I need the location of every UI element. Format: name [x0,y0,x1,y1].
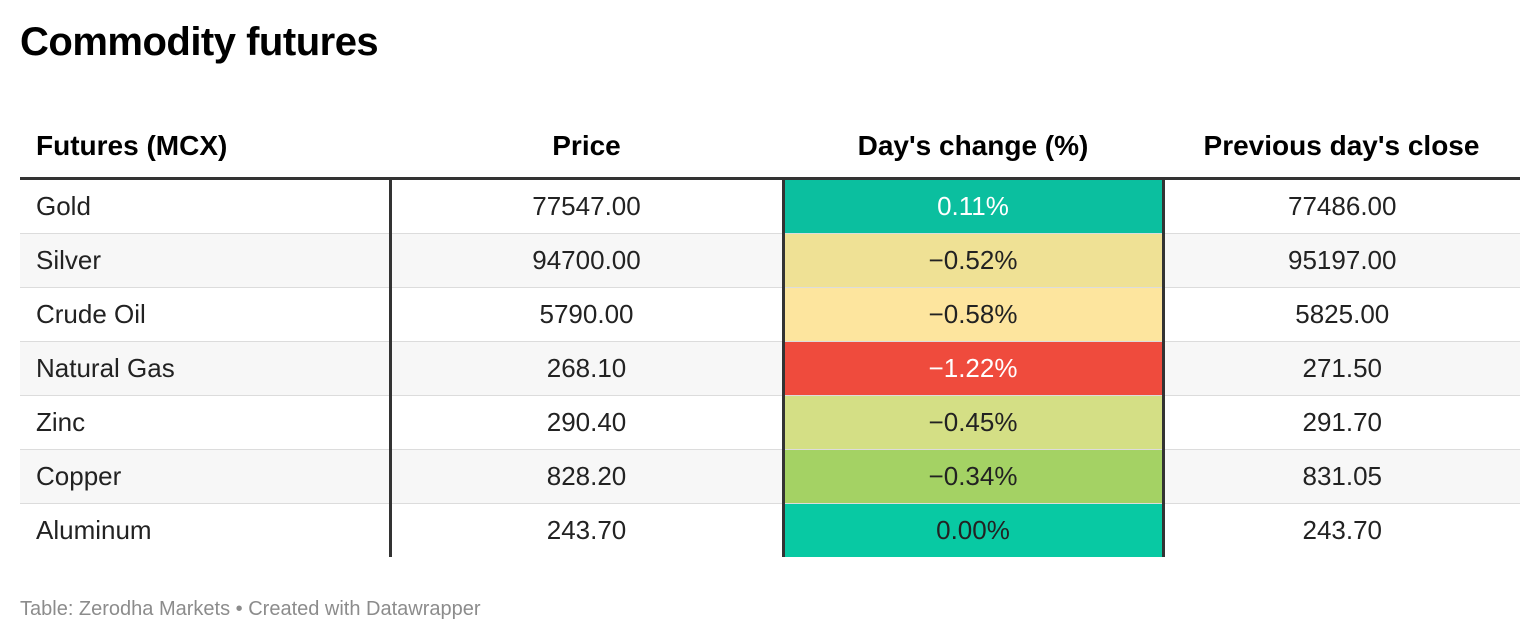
cell-price: 94700.00 [390,233,785,288]
cell-futures-name: Gold [20,178,392,234]
cell-price: 243.70 [390,503,785,557]
cell-previous-close: 271.50 [1163,341,1520,396]
cell-price: 268.10 [390,341,785,396]
table-row: Natural Gas 268.10 −1.22% 271.50 [20,341,1520,396]
cell-price: 5790.00 [390,287,785,342]
cell-days-change: −0.45% [783,395,1165,450]
cell-days-change: −0.58% [783,287,1165,342]
cell-futures-name: Copper [20,449,392,504]
table-row: Zinc 290.40 −0.45% 291.70 [20,395,1520,450]
cell-futures-name: Silver [20,233,392,288]
cell-days-change: −0.34% [783,449,1165,504]
cell-futures-name: Aluminum [20,503,392,557]
cell-days-change: 0.00% [783,503,1165,557]
column-header-futures[interactable]: Futures (MCX) [20,114,390,180]
source-footer: Table: Zerodha Markets • Created with Da… [20,598,481,620]
cell-previous-close: 291.70 [1163,395,1520,450]
cell-price: 290.40 [390,395,785,450]
cell-futures-name: Crude Oil [20,287,392,342]
column-header-price[interactable]: Price [390,114,783,180]
cell-previous-close: 5825.00 [1163,287,1520,342]
cell-previous-close: 77486.00 [1163,178,1520,234]
cell-futures-name: Zinc [20,395,392,450]
cell-previous-close: 95197.00 [1163,233,1520,288]
table-row: Copper 828.20 −0.34% 831.05 [20,449,1520,504]
table-row: Crude Oil 5790.00 −0.58% 5825.00 [20,287,1520,342]
commodity-table: Futures (MCX) Price Day's change (%) Pre… [20,114,1520,557]
cell-futures-name: Natural Gas [20,341,392,396]
cell-previous-close: 831.05 [1163,449,1520,504]
cell-days-change: 0.11% [783,178,1165,234]
cell-price: 77547.00 [390,178,785,234]
cell-previous-close: 243.70 [1302,515,1383,545]
column-header-previous-close[interactable]: Previous day's close [1163,114,1520,180]
table-row: Silver 94700.00 −0.52% 95197.00 [20,233,1520,288]
column-header-days-change[interactable]: Day's change (%) [783,114,1163,180]
table-row: Gold 77547.00 0.11% 77486.00 [20,178,1520,234]
cell-days-change: −0.52% [783,233,1165,288]
header-row: Futures (MCX) Price Day's change (%) Pre… [20,114,1520,180]
cell-price: 828.20 [390,449,785,504]
table-row: Aluminum 243.70 0.00% 243.70 [20,503,1520,557]
page-title: Commodity futures [20,20,379,64]
cell-days-change: −1.22% [783,341,1165,396]
